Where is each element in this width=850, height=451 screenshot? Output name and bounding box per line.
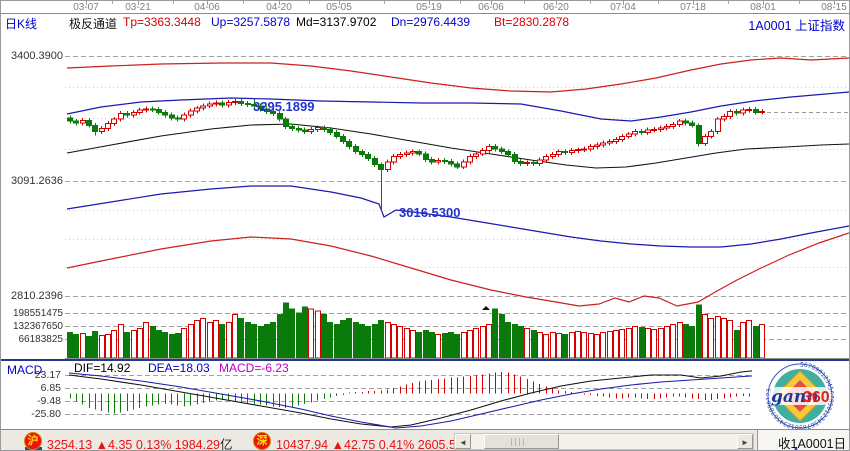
sz-pct: 0.41% bbox=[378, 438, 415, 451]
symbol-label: 1A0001 上证指数 bbox=[748, 19, 845, 33]
shenzhen-quote: 10437.94 ▲42.75 0.41% 2605.56亿 bbox=[276, 434, 475, 451]
indicator-value: Up=3257.5878 bbox=[211, 15, 291, 29]
macd-axis-label: 23.17 bbox=[34, 369, 61, 381]
macd-axis-label: -9.48 bbox=[37, 395, 61, 407]
date-tick-label: 04-06 bbox=[194, 2, 220, 13]
chart-canvas[interactable]: 567890123456789012345678901234567890123g… bbox=[1, 1, 850, 429]
date-tick-label: 03-07 bbox=[73, 2, 99, 13]
macd-readout: DIF=14.92 bbox=[74, 361, 131, 375]
volume-axis-label: 66183825 bbox=[18, 334, 64, 345]
macd-histogram-layer bbox=[70, 371, 763, 414]
close-line-label: 收1A0001日线 bbox=[778, 437, 847, 451]
volume-axis-label: 198551475 bbox=[12, 308, 63, 319]
shenzhen-market-icon[interactable]: 深 bbox=[253, 432, 271, 450]
sh-amount: 1984.29 bbox=[174, 438, 220, 451]
volume-layer bbox=[67, 302, 765, 359]
sh-amount-unit: 亿 bbox=[219, 438, 233, 451]
close-line-cell[interactable]: 收1A0001日线 bbox=[757, 430, 849, 451]
macd-axis-label: 6.85 bbox=[40, 382, 61, 394]
macd-readout: MACD=-6.23 bbox=[219, 361, 289, 375]
indicator-name: 极反通道 bbox=[69, 17, 118, 31]
sh-pct: 0.13% bbox=[135, 438, 172, 451]
sz-change: ▲42.75 bbox=[331, 438, 376, 451]
shanghai-quote: 3254.13 ▲4.35 0.13% 1984.29亿 bbox=[47, 434, 233, 451]
date-tick-label: 08-15 bbox=[821, 2, 847, 13]
date-tick-label: 03-21 bbox=[125, 2, 151, 13]
price-axis-label: 3091.2636 bbox=[11, 175, 63, 187]
sh-index: 3254.13 bbox=[47, 438, 93, 451]
date-tick-label: 06-06 bbox=[478, 2, 504, 13]
header-divider bbox=[1, 13, 849, 14]
scroll-right-button[interactable]: ► bbox=[737, 434, 753, 449]
date-tick-label: 07-18 bbox=[680, 2, 706, 13]
sz-amount: 2605.56 bbox=[417, 438, 463, 451]
sh-change: ▲4.35 bbox=[95, 438, 133, 451]
scroll-left-button[interactable]: ◄ bbox=[455, 434, 471, 449]
indicator-value: Dn=2976.4439 bbox=[391, 15, 471, 29]
scrollbar-thumb[interactable] bbox=[484, 434, 559, 449]
date-tick-label: 05-19 bbox=[416, 2, 442, 13]
gann360-logo: 567890123456789012345678901234567890123g… bbox=[752, 361, 849, 429]
horizontal-scrollbar[interactable]: ◄ ► bbox=[454, 433, 754, 450]
status-bar: 沪 3254.13 ▲4.35 0.13% 1984.29亿 深 10437.9… bbox=[1, 429, 849, 451]
date-tick-label: 06-20 bbox=[543, 2, 569, 13]
sz-index: 10437.94 bbox=[276, 438, 329, 451]
shanghai-market-icon[interactable]: 沪 bbox=[24, 432, 42, 450]
antenna-icon bbox=[761, 433, 803, 450]
svg-text:gann: gann bbox=[771, 387, 819, 407]
period-label: 日K线 bbox=[5, 17, 38, 31]
macd-readout: DEA=18.03 bbox=[148, 361, 210, 375]
indicator-value: Tp=3363.3448 bbox=[123, 15, 201, 29]
candles-layer bbox=[67, 98, 765, 213]
date-tick-label: 08-01 bbox=[750, 2, 776, 13]
date-tick-label: 07-04 bbox=[610, 2, 636, 13]
scrollbar-grip-icon bbox=[511, 438, 525, 446]
svg-text:360: 360 bbox=[803, 389, 830, 406]
indicator-value: Bt=2830.2878 bbox=[494, 15, 570, 29]
price-axis-label: 3400.3900 bbox=[11, 50, 63, 62]
date-tick-label: 04-20 bbox=[266, 2, 292, 13]
price-annotation: 3295.1899 bbox=[253, 99, 315, 114]
indicator-value: Md=3137.9702 bbox=[296, 15, 377, 29]
macd-axis-label: -25.80 bbox=[31, 408, 61, 420]
price-annotation: 3016.5300 bbox=[399, 205, 461, 220]
volume-axis-label: 132367650 bbox=[12, 321, 63, 332]
price-axis-label: 2810.2396 bbox=[11, 290, 63, 302]
macd-title: MACD bbox=[7, 363, 43, 377]
date-tick-label: 05-05 bbox=[326, 2, 352, 13]
